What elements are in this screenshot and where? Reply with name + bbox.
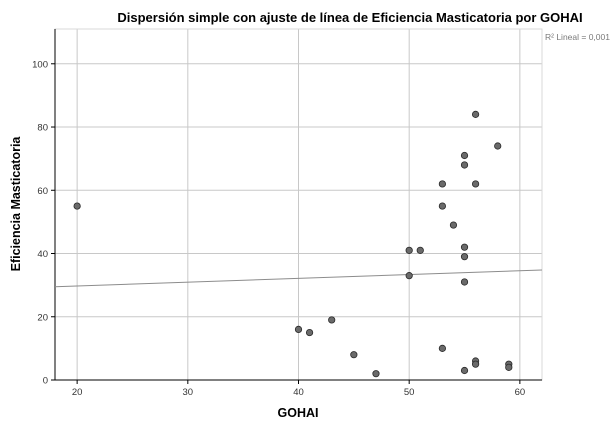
data-point (471, 360, 480, 368)
data-point (73, 202, 81, 210)
y-axis-ticks: 0 20 40 60 80 100 (32, 59, 55, 387)
data-point (350, 351, 358, 359)
data-point (471, 180, 480, 188)
x-tick-label: 60 (515, 387, 526, 398)
x-tick-label: 40 (293, 387, 304, 398)
data-point (438, 202, 446, 210)
y-tick-label: 20 (37, 312, 48, 323)
y-tick-label: 40 (37, 249, 48, 260)
fit-line (54, 269, 543, 288)
y-axis-title: Eficiencia Masticatoria (9, 136, 23, 272)
grid-lines (55, 29, 542, 380)
x-tick-label: 50 (404, 387, 415, 398)
r-squared-annotation: R² Lineal = 0,001 (545, 32, 610, 42)
data-point (505, 363, 513, 371)
data-points (73, 110, 513, 378)
x-tick-label: 20 (72, 387, 83, 398)
data-point (294, 325, 303, 334)
data-point (405, 272, 413, 280)
x-tick-label: 30 (183, 387, 194, 398)
data-point (460, 253, 469, 261)
data-point (328, 316, 336, 324)
data-point (372, 370, 380, 378)
data-point (438, 180, 446, 188)
data-point (460, 151, 469, 160)
data-point (460, 161, 469, 169)
y-tick-label: 100 (32, 59, 48, 70)
data-point (494, 142, 502, 150)
chart-title: Dispersión simple con ajuste de línea de… (117, 10, 582, 25)
data-point (460, 366, 469, 375)
data-point (405, 246, 413, 254)
data-point (438, 344, 446, 352)
y-tick-label: 80 (37, 123, 48, 134)
data-point (449, 221, 458, 229)
data-point (305, 328, 314, 337)
data-point (460, 278, 469, 286)
data-point (416, 246, 424, 254)
y-tick-label: 0 (43, 376, 48, 387)
y-tick-label: 60 (37, 186, 48, 197)
x-axis-ticks: 20 30 40 50 60 (72, 380, 525, 398)
data-point (460, 243, 469, 251)
x-axis-title: GOHAI (278, 406, 319, 420)
data-point (471, 110, 480, 118)
